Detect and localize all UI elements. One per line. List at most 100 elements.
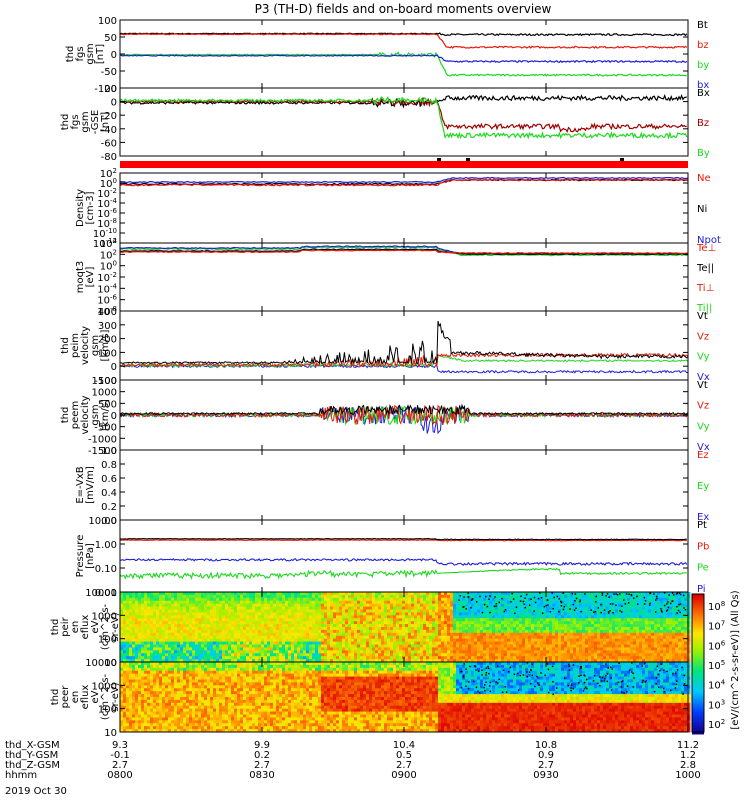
y-tick-exponent: -2 (110, 271, 117, 279)
spectrogram-cell (450, 645, 453, 648)
spectrogram-cell (552, 639, 555, 642)
spectrogram-cell (681, 630, 684, 633)
spectrogram-cell (210, 598, 213, 601)
spectrogram-cell (129, 601, 132, 604)
spectrogram-cell (453, 656, 456, 659)
spectrogram-cell (306, 607, 309, 610)
spectrogram-cell (180, 601, 183, 604)
spectrogram-cell (309, 615, 312, 618)
spectrogram-cell (561, 650, 564, 653)
spectrogram-cell (252, 630, 255, 633)
spectrogram-cell (270, 647, 273, 650)
spectrogram-cell (342, 618, 345, 621)
spectrogram-cell (252, 650, 255, 653)
spectrogram-cell (138, 601, 141, 604)
spectrogram-cell (672, 615, 675, 618)
spectrogram-cell (408, 647, 411, 650)
spectrogram-cell (675, 630, 678, 633)
spectrogram-cell (297, 598, 300, 601)
spectrogram-cell (237, 627, 240, 630)
spectrogram-cell (399, 636, 402, 639)
spectrogram-cell (594, 624, 597, 627)
spectrogram-cell (540, 650, 543, 653)
spectrogram-cell (438, 595, 441, 598)
spectrogram-cell (636, 633, 639, 636)
spectrogram-cell (459, 630, 462, 633)
spectrogram-cell (345, 618, 348, 621)
spectrogram-cell (579, 642, 582, 645)
spectrogram-cell (132, 627, 135, 630)
spectrogram-cell (555, 647, 558, 650)
spectrogram-cell (381, 630, 384, 633)
spectrogram-cell (183, 653, 186, 656)
spectrogram-cell (216, 645, 219, 648)
spectrogram-cell (477, 647, 480, 650)
spectrogram-cell (351, 645, 354, 648)
spectrogram-cell (321, 636, 324, 639)
spectrogram-cell (261, 598, 264, 601)
spectrogram-cell (228, 653, 231, 656)
spectrogram-cell (672, 621, 675, 624)
spectrogram-cell (339, 618, 342, 621)
spectrogram-cell (435, 618, 438, 621)
spectrogram-cell (180, 612, 183, 615)
spectrogram-cell (243, 639, 246, 642)
spectrogram-cell (555, 598, 558, 601)
spectrogram-cell (456, 595, 459, 598)
spectrogram-cell (303, 627, 306, 630)
spectrogram-cell (165, 627, 168, 630)
spectrogram-cell (567, 618, 570, 621)
spectrogram-cell (399, 598, 402, 601)
spectrogram-cell (195, 618, 198, 621)
y-tick-label: -20 (101, 111, 117, 122)
spectrogram-cell (417, 630, 420, 633)
spectrogram-cell (630, 601, 633, 604)
spectrogram-cell (411, 595, 414, 598)
spectrogram-cell (390, 610, 393, 613)
spectrogram-cell (678, 633, 681, 636)
spectrogram-cell (414, 595, 417, 598)
y-tick-label: 0 (111, 411, 117, 422)
spectrogram-cell (417, 607, 420, 610)
spectrogram-cell (165, 630, 168, 633)
spectrogram-cell (255, 636, 258, 639)
spectrogram-cell (576, 645, 579, 648)
spectrogram-cell (549, 639, 552, 642)
spectrogram-cell (624, 645, 627, 648)
y-tick-exponent: -6 (110, 207, 118, 215)
spectrogram-cell (528, 633, 531, 636)
spectrogram-cell (321, 615, 324, 618)
spectrogram-cell (576, 604, 579, 607)
spectrogram-cell (327, 621, 330, 624)
legend-vz: Vz (697, 401, 709, 412)
spectrogram-cell (165, 633, 168, 636)
spectrogram-cell (348, 624, 351, 627)
spectrogram-cell (327, 612, 330, 615)
spectrogram-cell (348, 601, 351, 604)
spectrogram-cell (303, 607, 306, 610)
spectrogram-cell (600, 656, 603, 659)
spectrogram-cell (618, 656, 621, 659)
spectrogram-cell (465, 598, 468, 601)
spectrogram-cell (462, 642, 465, 645)
spectrogram-cell (159, 621, 162, 624)
spectrogram-cell (327, 633, 330, 636)
spectrogram-cell (258, 653, 261, 656)
spectrogram-cell (246, 636, 249, 639)
spectrogram-cell (309, 601, 312, 604)
spectrogram-cell (540, 627, 543, 630)
spectrogram-cell (372, 598, 375, 601)
spectrogram-speckle (511, 593, 513, 595)
spectrogram-cell (432, 647, 435, 650)
spectrogram-cell (591, 653, 594, 656)
spectrogram-cell (390, 653, 393, 656)
spectrogram-cell (171, 601, 174, 604)
spectrogram-cell (351, 607, 354, 610)
spectrogram-cell (318, 618, 321, 621)
spectrogram-cell (357, 601, 360, 604)
spectrogram-cell (603, 642, 606, 645)
spectrogram-cell (120, 653, 123, 656)
spectrogram-cell (297, 601, 300, 604)
spectrogram-cell (216, 639, 219, 642)
